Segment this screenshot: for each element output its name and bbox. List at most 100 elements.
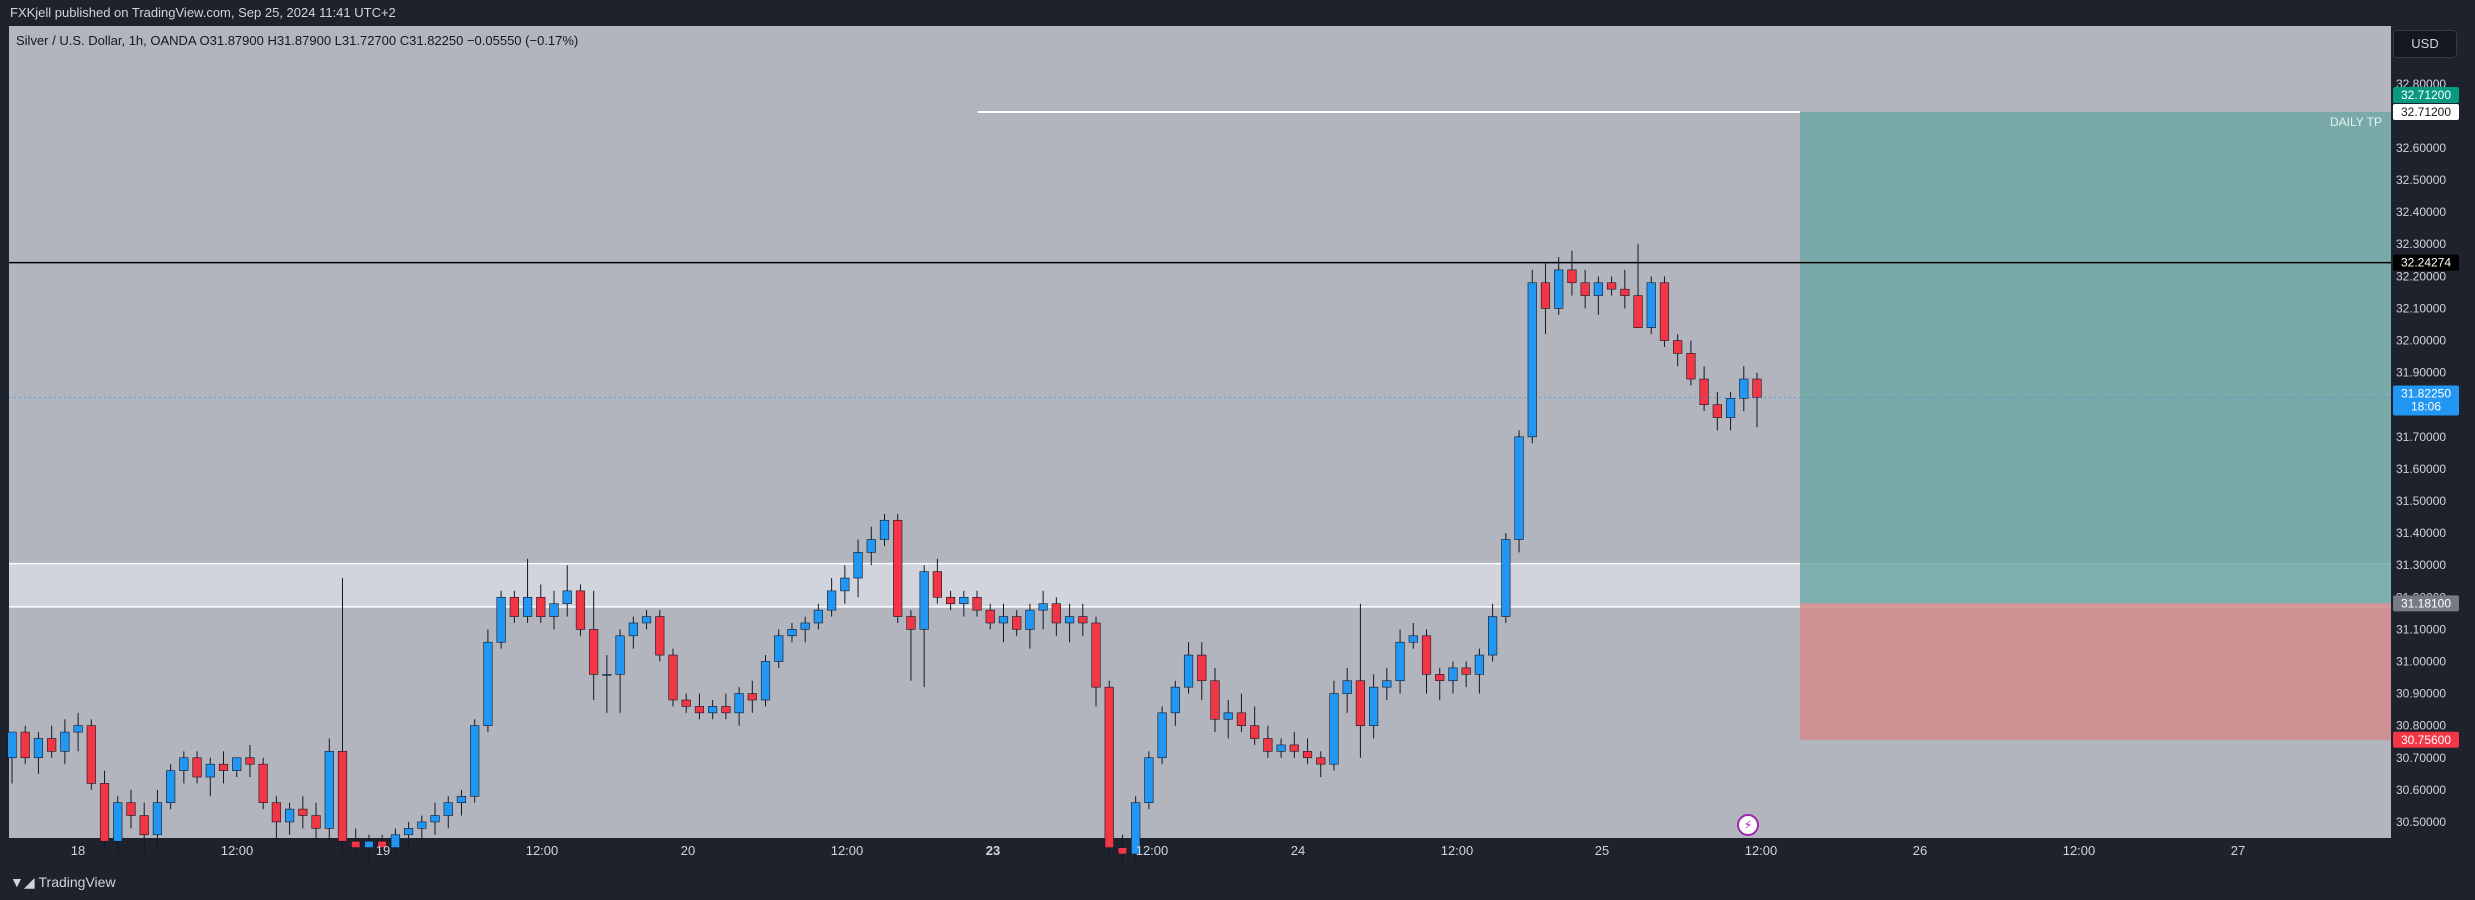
candle-body <box>1448 667 1458 682</box>
symbol-info: Silver / U.S. Dollar, 1h, OANDA O31.8790… <box>16 33 579 48</box>
candle-body <box>1633 295 1643 328</box>
candle <box>1012 610 1022 636</box>
candle-body <box>1316 757 1326 765</box>
candle-body <box>628 622 638 637</box>
candle-body <box>972 596 982 611</box>
candle <box>139 802 149 855</box>
price-tick-label: 30.50000 <box>2396 815 2446 829</box>
candle-body <box>271 802 281 823</box>
candle <box>615 629 625 713</box>
candle <box>1223 699 1233 739</box>
candle-body <box>1488 616 1498 656</box>
candle-body <box>166 770 176 803</box>
last-price-label-bg <box>2393 385 2459 416</box>
currency-button[interactable]: USD <box>2393 30 2457 58</box>
candle <box>1593 276 1603 315</box>
candle-body <box>456 795 467 803</box>
candle-body <box>298 808 308 816</box>
candle-body <box>205 763 215 778</box>
tp-line-price-label-text: 32.71200 <box>2401 105 2451 119</box>
time-tick-label: 23 <box>986 843 1000 858</box>
candle <box>734 687 744 726</box>
candle-body <box>232 757 242 771</box>
time-axis[interactable] <box>9 838 2391 864</box>
candle-body <box>443 802 453 816</box>
candle <box>536 584 546 623</box>
time-tick-label: 25 <box>1595 843 1609 858</box>
candle-body <box>285 808 295 823</box>
candle <box>1157 706 1167 765</box>
candle <box>1369 674 1379 739</box>
price-tick-label: 31.10000 <box>2396 622 2446 636</box>
candle-body <box>403 828 414 836</box>
candle-body <box>747 693 757 701</box>
candle-body <box>1461 667 1471 675</box>
time-tick-label: 18 <box>71 843 85 858</box>
candle <box>218 751 229 784</box>
candle-body <box>509 596 519 617</box>
candle-body <box>139 815 149 836</box>
candle-body <box>351 840 361 848</box>
candle-body <box>417 821 427 829</box>
publisher-text: FXKjell published on TradingView.com, Se… <box>10 5 396 20</box>
candle-body <box>774 635 784 662</box>
candle-body <box>179 757 189 771</box>
candle <box>1183 642 1194 694</box>
price-tick-label: 30.80000 <box>2396 719 2446 733</box>
candle-body <box>1673 340 1683 354</box>
candle <box>152 789 163 848</box>
candle-body <box>60 731 70 752</box>
price-tick-label: 32.10000 <box>2396 301 2446 315</box>
entry-price-label-text: 31.18100 <box>2401 596 2451 610</box>
candle-body <box>1064 616 1075 624</box>
candle <box>20 725 30 765</box>
candle-body <box>192 757 202 778</box>
candle <box>1289 732 1299 758</box>
candle <box>1064 603 1075 643</box>
price-axis[interactable] <box>2391 26 2475 864</box>
candle-body <box>33 738 44 759</box>
candle <box>1712 391 1722 431</box>
candle-body <box>946 596 956 605</box>
candle-body <box>1038 603 1048 611</box>
candle <box>1448 661 1458 694</box>
candle-body <box>1593 282 1603 296</box>
candle-body <box>126 802 136 816</box>
footer-logo-text: TradingView <box>38 874 116 890</box>
candle <box>1408 622 1418 649</box>
candle <box>1131 796 1141 861</box>
candle-body <box>1355 680 1366 726</box>
candle <box>324 738 334 842</box>
time-tick-label: 19 <box>376 843 390 858</box>
candle-body <box>218 763 229 771</box>
tradingview-logo-icon[interactable]: ▼◢ <box>10 874 39 890</box>
event-lightning-icon[interactable]: ⚡ <box>1737 814 1759 836</box>
candle-body <box>430 815 440 823</box>
candle <box>522 558 533 623</box>
candle <box>1329 680 1339 771</box>
resistance-price-label-bg <box>2393 254 2459 271</box>
candle-body <box>734 693 744 714</box>
entry-price-label-bg <box>2393 595 2459 612</box>
daily-tp-label: DAILY TP <box>2330 115 2382 129</box>
candle <box>919 565 929 688</box>
candle-body <box>364 840 374 848</box>
candle-body <box>787 629 797 637</box>
price-tick-label: 32.50000 <box>2396 173 2446 187</box>
price-tick-label: 31.90000 <box>2396 366 2446 380</box>
candle <box>1091 616 1101 707</box>
footer-bar: ▼◢ TradingView <box>0 864 2475 900</box>
candle-body <box>47 738 57 752</box>
candle-body <box>694 706 705 714</box>
time-tick-label: 12:00 <box>2063 843 2096 858</box>
candle <box>1699 366 1709 412</box>
price-tick-label: 31.50000 <box>2396 494 2446 508</box>
candle <box>827 578 837 617</box>
candle <box>47 725 57 758</box>
candle-body <box>602 674 612 676</box>
candle-body <box>827 590 837 611</box>
candle-body <box>998 616 1009 624</box>
candle-body <box>377 840 387 848</box>
candle <box>1501 533 1511 623</box>
